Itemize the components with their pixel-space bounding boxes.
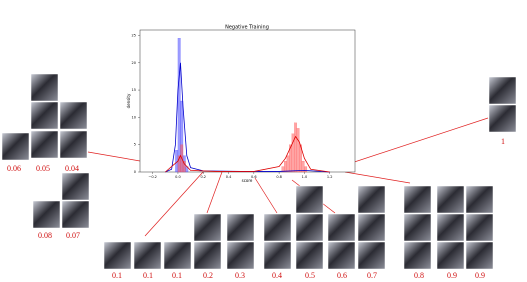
histogram-bar <box>284 160 287 173</box>
thumbnail <box>327 241 356 270</box>
x-tick-label: 0.4 <box>226 175 232 179</box>
thumbnail <box>103 241 132 270</box>
thumbnail <box>32 200 61 229</box>
x-axis-label: score <box>242 178 253 183</box>
x-tick-label: 0.6 <box>251 175 257 179</box>
x-tick-label: 0.0 <box>175 175 181 179</box>
link <box>329 117 489 171</box>
link <box>206 171 223 214</box>
thumbnail <box>327 213 356 242</box>
histogram-bar <box>177 38 181 173</box>
thumbnail <box>403 213 432 242</box>
thumbnail <box>1 132 30 161</box>
y-tick-label: 25 <box>132 33 136 37</box>
thumbnail <box>193 213 222 242</box>
histogram-bar <box>304 166 308 173</box>
histogram-bar <box>296 128 300 173</box>
score-label: 0.1 <box>143 271 153 280</box>
thumbnail <box>61 200 90 229</box>
score-label: 0.5 <box>305 271 315 280</box>
chart-title: Negative Training <box>225 25 269 31</box>
score-label: 0.7 <box>367 271 377 280</box>
link <box>254 177 278 214</box>
y-tick-label: 10 <box>132 115 136 119</box>
score-label: 0.4 <box>272 271 282 280</box>
x-tick-label: 1.0 <box>302 175 308 179</box>
x-tick-label: 0.8 <box>276 175 282 179</box>
thumbnail <box>263 241 292 270</box>
score-label: 0.08 <box>38 231 52 240</box>
score-label: 0.06 <box>7 164 21 173</box>
score-label: 0.9 <box>475 271 485 280</box>
x-tick-label: 1.2 <box>327 175 333 179</box>
thumbnail <box>403 185 432 214</box>
thumbnail <box>488 76 517 105</box>
thumbnail <box>30 101 59 130</box>
plot-frame <box>139 29 356 173</box>
thumbnail <box>465 185 494 214</box>
y-tick-label: 0 <box>134 170 136 174</box>
plot: −0.2 0.0 0.2 0.4 0.6 0.8 1.0 1.2 0 5 10 15 20 25 <box>132 33 333 179</box>
thumbnail <box>465 241 494 270</box>
y-tick-label: 5 <box>134 143 136 147</box>
score-label: 0.3 <box>235 271 245 280</box>
kde-line <box>165 135 330 173</box>
thumbnail <box>61 172 90 201</box>
score-label: 1 <box>501 137 505 146</box>
thumbnail <box>357 241 386 270</box>
score-label: 0.2 <box>203 271 213 280</box>
x-tick-label: 0.2 <box>200 175 206 179</box>
score-label: 0.9 <box>447 271 457 280</box>
thumbnail <box>193 241 222 270</box>
thumbnail <box>295 213 324 242</box>
thumbnail <box>59 101 88 130</box>
thumbnail <box>357 213 386 242</box>
link <box>344 171 411 184</box>
thumbnail <box>30 130 59 159</box>
thumbnail <box>133 241 162 270</box>
thumbnail <box>226 241 255 270</box>
thumbnail <box>30 73 59 102</box>
thumbnail <box>488 104 517 133</box>
thumbnail <box>436 185 465 214</box>
histogram-bar <box>182 160 186 173</box>
score-label: 0.8 <box>414 271 424 280</box>
score-label: 0.07 <box>66 231 80 240</box>
thumbnail <box>436 241 465 270</box>
score-label: 0.1 <box>112 271 122 280</box>
thumbnail <box>403 241 432 270</box>
score-label: 0.04 <box>65 164 79 173</box>
y-axis-label: density <box>126 93 131 108</box>
thumbnail <box>163 241 192 270</box>
score-label: 0.1 <box>172 271 182 280</box>
y-tick-label: 15 <box>132 88 136 92</box>
thumbnail <box>263 213 292 242</box>
y-tick-label: 20 <box>132 61 136 65</box>
histogram-bar <box>294 122 297 173</box>
histogram-bar <box>299 144 302 173</box>
link <box>144 171 204 237</box>
x-tick-label: −0.2 <box>148 175 157 179</box>
thumbnail <box>436 213 465 242</box>
histogram-bar <box>286 155 290 173</box>
thumbnail <box>295 185 324 214</box>
thumbnail <box>357 185 386 214</box>
thumbnail <box>295 241 324 270</box>
thumbnail <box>226 213 255 242</box>
thumbnail <box>59 130 88 159</box>
score-label: 0.05 <box>36 164 50 173</box>
kde-line <box>165 62 330 173</box>
thumbnail <box>465 213 494 242</box>
score-label: 0.6 <box>337 271 347 280</box>
